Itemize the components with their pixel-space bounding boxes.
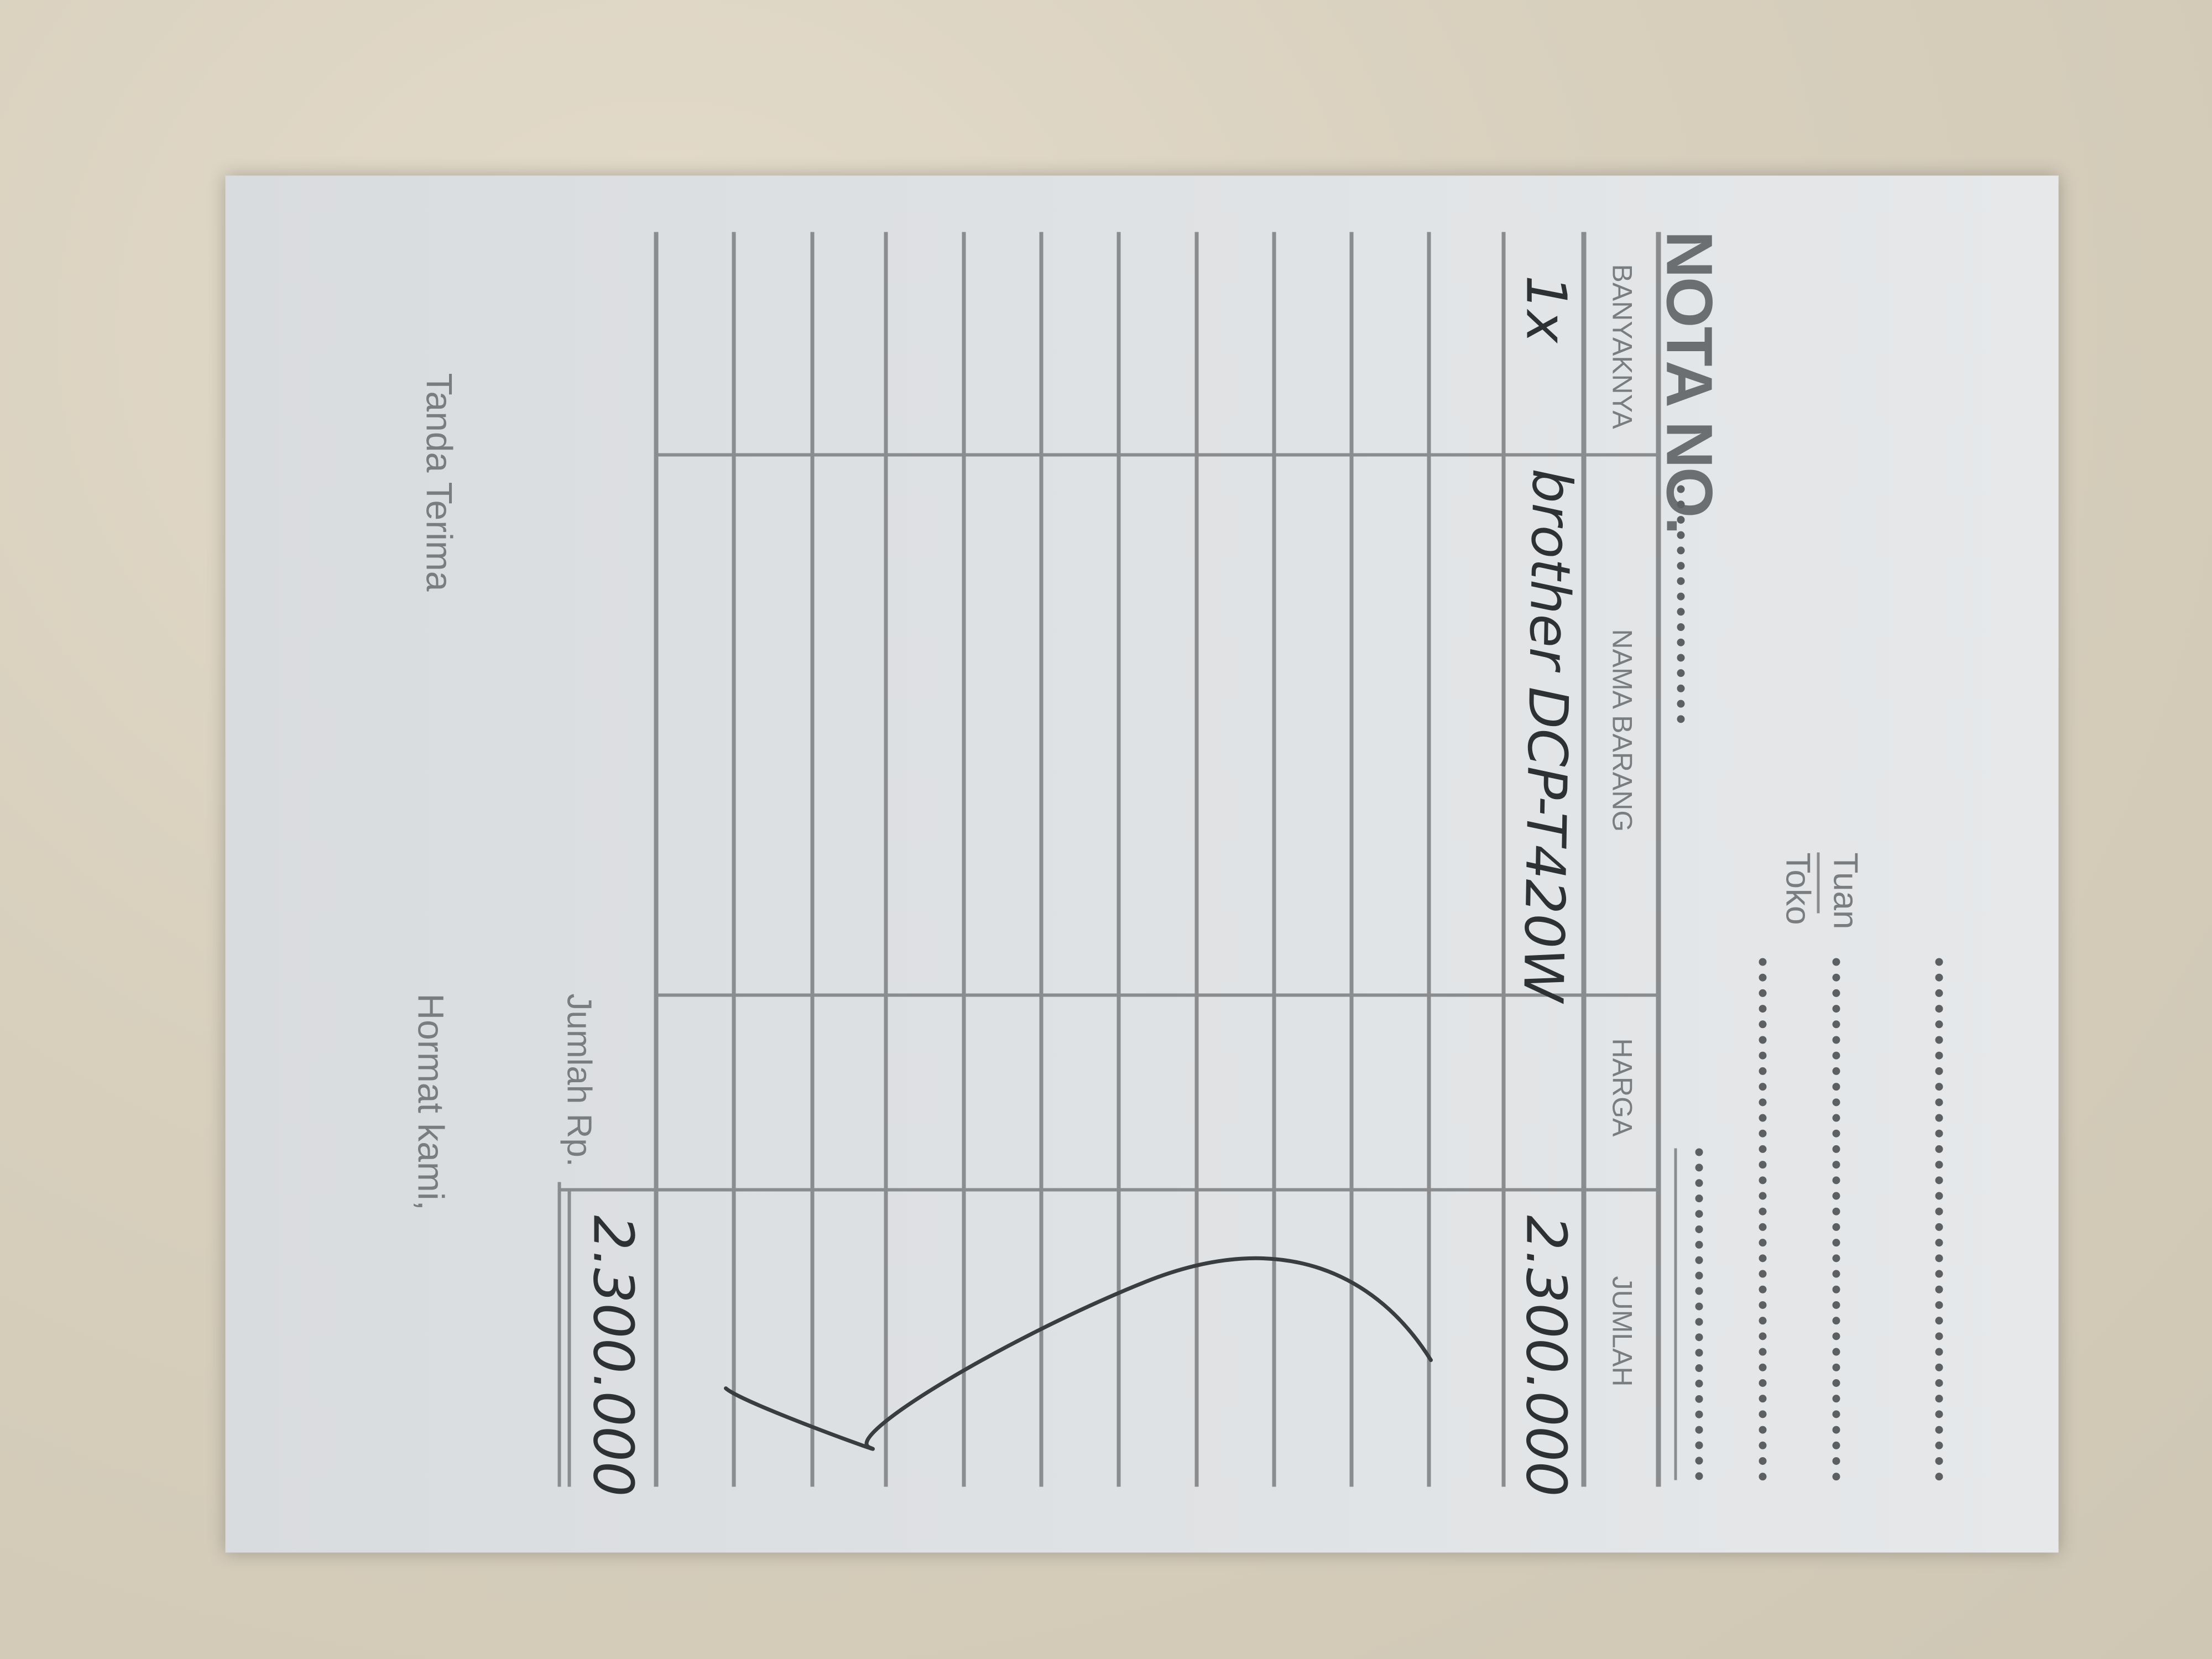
hormat-kami-label: Hormat kami,: [410, 993, 452, 1211]
cancel-squiggle: [724, 1256, 1433, 1451]
squiggle-stroke: [724, 1256, 1433, 1451]
total-value: 2.300.000: [581, 1215, 646, 1497]
receipt-paper: NOTA NO. Tuan Toko BANYAKNYA NAMA BARANG…: [225, 175, 2059, 1553]
total-underline-1: [567, 1188, 571, 1487]
total-underline-2: [557, 1182, 561, 1487]
tanda-terima-label: Tanda Terima: [419, 373, 460, 592]
jumlah-rp-label: Jumlah Rp.: [560, 993, 598, 1167]
